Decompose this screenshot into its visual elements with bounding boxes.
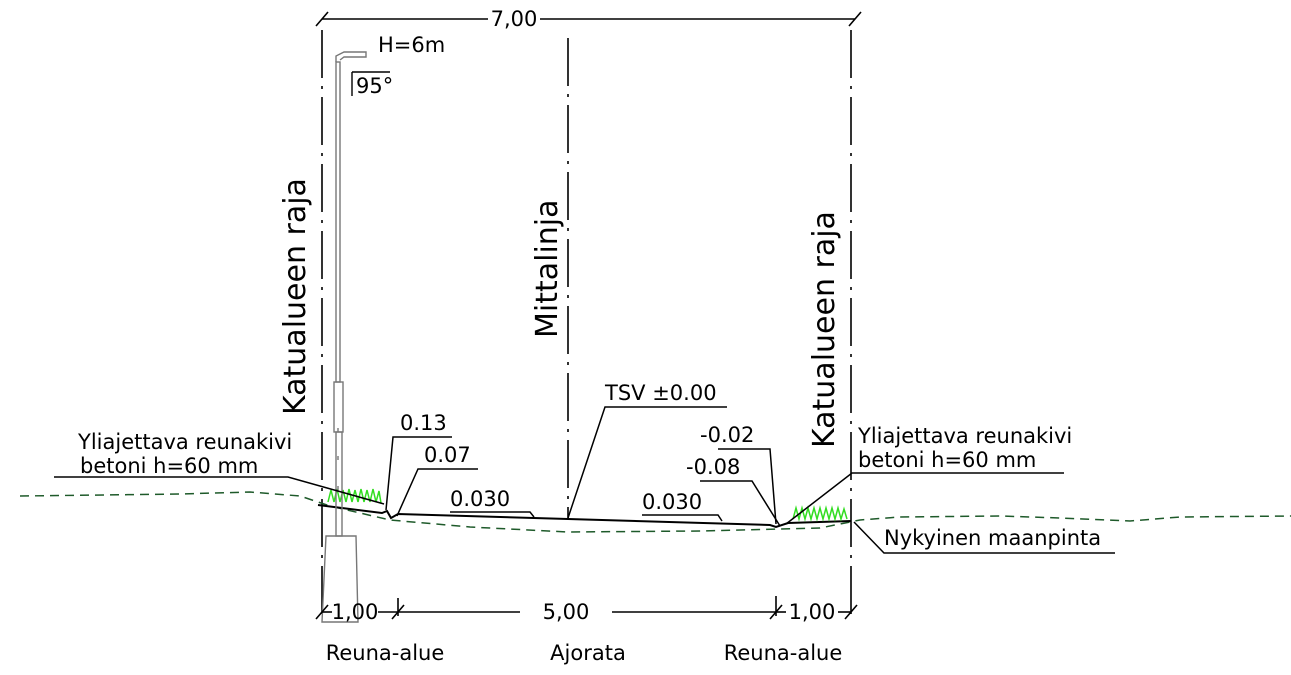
existing-ground-line <box>19 491 1291 533</box>
left-curb-label-line2: betoni h=60 mm <box>80 454 258 478</box>
left-level-bottom: 0.07 <box>424 443 471 467</box>
right-grass <box>792 505 848 522</box>
left-level-bottom-leader <box>396 468 478 517</box>
left-edge-width: 1,00 <box>332 600 379 624</box>
left-level-top-leader <box>385 436 452 511</box>
right-edge-width: 1,00 <box>789 600 836 624</box>
right-level-bottom-leader <box>700 480 781 527</box>
total-width-label: 7,00 <box>491 7 538 31</box>
design-level-leader <box>567 406 727 519</box>
left-boundary-label: Katualueen raja <box>278 178 313 415</box>
bottom-dimension-chain <box>315 596 858 620</box>
road-surface <box>317 504 852 529</box>
left-slope: 0.030 <box>450 487 510 511</box>
left-level-top: 0.13 <box>400 411 447 435</box>
zone-center: Ajorata <box>550 641 626 665</box>
right-level-bottom: -0.08 <box>686 455 740 479</box>
zone-left: Reuna-alue <box>326 641 445 665</box>
centerline-label: Mittalinja <box>530 199 565 338</box>
total-width-dimension <box>315 11 862 27</box>
existing-ground-label: Nykyinen maanpinta <box>884 526 1101 550</box>
left-grass <box>327 488 382 504</box>
zone-right: Reuna-alue <box>724 641 843 665</box>
pole-angle-mark <box>351 71 390 96</box>
existing-ground-leader <box>853 521 1115 554</box>
light-pole <box>321 51 367 623</box>
pole-angle: 95° <box>356 74 393 98</box>
right-boundary-label: Katualueen raja <box>807 211 842 448</box>
design-level-label: TSV ±0.00 <box>604 381 717 405</box>
right-level-top-leader <box>718 448 777 525</box>
right-slope: 0.030 <box>642 490 702 514</box>
right-curb-leader <box>785 472 1064 525</box>
right-slope-arrow <box>642 514 723 522</box>
left-curb-leader <box>54 476 385 505</box>
left-slope-arrow <box>450 511 535 518</box>
pole-height: H=6m <box>378 33 445 57</box>
right-curb-label-line1: Yliajettava reunakivi <box>857 424 1072 448</box>
right-level-top: -0.02 <box>700 423 754 447</box>
left-curb-label-line1: Yliajettava reunakivi <box>77 430 292 454</box>
right-curb-label-line2: betoni h=60 mm <box>858 448 1036 472</box>
carriageway-width: 5,00 <box>543 600 590 624</box>
